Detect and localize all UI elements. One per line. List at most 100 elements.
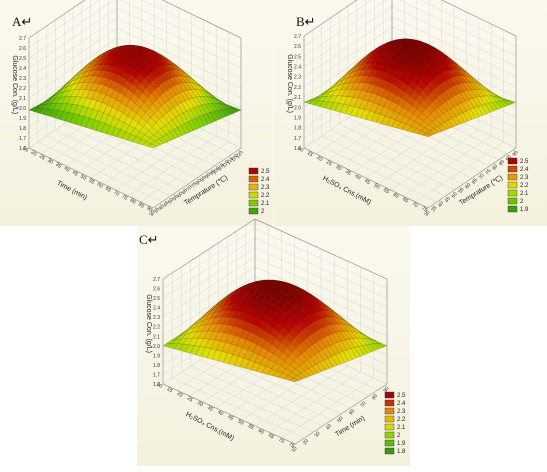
x-tick-label: 70 bbox=[277, 437, 285, 445]
y-tick-label: 30 bbox=[424, 210, 432, 218]
y-tick-label: 110 bbox=[221, 159, 231, 169]
z-tick-label: 2.6 bbox=[294, 44, 301, 50]
z-tick-label: 1.9 bbox=[294, 115, 301, 121]
y-tick-label: 85 bbox=[199, 175, 207, 183]
z-tick-label: 1.7 bbox=[153, 372, 160, 378]
y-tick-label: 70 bbox=[478, 173, 486, 181]
z-tick-label: 1.6 bbox=[294, 146, 301, 152]
z-tick-label: 2.1 bbox=[19, 96, 26, 102]
x-tick-label: 50 bbox=[373, 182, 381, 190]
legend-swatch bbox=[384, 431, 395, 439]
legend-label: 2.3 bbox=[520, 175, 529, 181]
x-tick-label: 40 bbox=[216, 409, 224, 417]
z-tick-label: 1.8 bbox=[294, 126, 301, 132]
legend-swatch bbox=[507, 157, 518, 165]
response-surface bbox=[162, 279, 388, 383]
y-tick-label: 45 bbox=[444, 196, 452, 204]
z-tick-label: 2.1 bbox=[294, 95, 301, 101]
legend-label: 1.9 bbox=[520, 207, 529, 213]
x-tick-label: 55 bbox=[382, 187, 390, 195]
z-tick-label: 2.2 bbox=[294, 85, 301, 91]
legend-swatch bbox=[507, 197, 518, 205]
y-tick-label: 45 bbox=[162, 200, 170, 208]
y-tick-label: 40 bbox=[437, 200, 445, 208]
x-tick-label: 25 bbox=[325, 159, 333, 167]
x-tick-label: 20 bbox=[30, 150, 38, 158]
legend-swatch bbox=[384, 423, 395, 431]
chart-panel-b: B↵ 1.6 1.7 1.8 1.9 2.0 2.1 2.2 2.3 2.4 2.5 2.6 2.7 G… bbox=[274, 0, 547, 226]
chart-panel-a: A↵ 1.6 1.7 1.8 1.9 2.0 2.1 2.2 2.3 2.4 2.5 2.6 2.7 G… bbox=[0, 0, 273, 226]
x-tick-label: 65 bbox=[104, 186, 112, 194]
panel-label: B↵ bbox=[296, 14, 316, 29]
y-tick-label: 40 bbox=[325, 423, 333, 431]
legend-label: 1.8 bbox=[397, 449, 406, 455]
y-tick-label: 75 bbox=[484, 168, 492, 176]
y-tick-label: 50 bbox=[167, 197, 175, 205]
z-tick-label: 2.4 bbox=[19, 66, 26, 72]
y-tick-label: 50 bbox=[337, 416, 345, 424]
z-tick-label: 1.7 bbox=[19, 136, 26, 142]
legend-swatch bbox=[248, 207, 259, 215]
x-tick-label: 75 bbox=[120, 194, 128, 202]
legend-swatch bbox=[384, 415, 395, 423]
x-tick-label: 60 bbox=[96, 182, 104, 190]
z-axis-title: Glucose Con. (g/L) bbox=[286, 54, 293, 113]
z-tick-label: 2.3 bbox=[19, 76, 26, 82]
x-tick-label: 10 bbox=[296, 146, 304, 154]
z-tick-label: 2.7 bbox=[153, 277, 160, 283]
x-tick-label: 85 bbox=[137, 202, 145, 210]
z-tick-label: 2.3 bbox=[294, 75, 301, 81]
y-tick-label: 60 bbox=[348, 408, 356, 416]
x-tick-label: 20 bbox=[315, 155, 323, 163]
z-tick-label: 2.0 bbox=[294, 105, 301, 111]
x-tick-label: 50 bbox=[237, 418, 245, 426]
x-tick-label: 40 bbox=[63, 166, 71, 174]
y-tick-label: 30 bbox=[149, 210, 157, 218]
y-tick-label: 80 bbox=[491, 163, 499, 171]
surface-plot-a: 1.6 1.7 1.8 1.9 2.0 2.1 2.2 2.3 2.4 2.5 2.6 2.7 Gluc… bbox=[11, 0, 270, 218]
x-tick-label: 25 bbox=[38, 154, 46, 162]
x-tick-label: 75 bbox=[287, 442, 295, 450]
x-tick-label: 55 bbox=[87, 178, 95, 186]
y-tick-label: 80 bbox=[371, 393, 379, 401]
z-tick-label: 2.1 bbox=[153, 334, 160, 340]
y-tick-label: 70 bbox=[360, 401, 368, 409]
y-tick-label: 55 bbox=[457, 186, 465, 194]
y-tick-label: 115 bbox=[226, 156, 236, 166]
legend-label: 2.5 bbox=[261, 169, 270, 175]
x-tick-label: 30 bbox=[46, 158, 54, 166]
y-tick-label: 120 bbox=[230, 153, 240, 163]
legend-swatch bbox=[507, 173, 518, 181]
response-surface bbox=[303, 38, 517, 137]
z-tick-label: 1.7 bbox=[294, 136, 301, 142]
color-legend: 2.5 2.4 2.3 2.2 2.1 2 1.9 1.8 bbox=[384, 391, 406, 455]
legend-swatch bbox=[248, 183, 259, 191]
y-tick-label: 20 bbox=[302, 438, 310, 446]
x-tick-label: 90 bbox=[145, 206, 153, 214]
panel-label: A↵ bbox=[12, 14, 33, 29]
y-tick-label: 50 bbox=[451, 191, 459, 199]
z-tick-label: 2.5 bbox=[153, 296, 160, 302]
surface-plot-b: 1.6 1.7 1.8 1.9 2.0 2.1 2.2 2.3 2.4 2.5 2.6 2.7 Gluc… bbox=[286, 0, 529, 218]
chart-panel-c: C↵ 1.6 1.7 1.8 1.9 2.0 2.1 2.2 2.3 2.4 2.5 2.6 2.7 G… bbox=[137, 218, 410, 466]
x-tick-label: 65 bbox=[267, 432, 275, 440]
x-tick-label: 20 bbox=[176, 391, 184, 399]
z-tick-label: 1.9 bbox=[153, 353, 160, 359]
x-tick-label: 50 bbox=[79, 174, 87, 182]
x-tick-label: 75 bbox=[420, 206, 428, 214]
response-surface bbox=[28, 44, 242, 149]
x-tick-label: 30 bbox=[334, 164, 342, 172]
legend-label: 2 bbox=[520, 199, 524, 205]
x-tick-label: 15 bbox=[21, 146, 29, 154]
legend-label: 2.2 bbox=[397, 417, 406, 423]
z-tick-label: 2.7 bbox=[294, 34, 301, 40]
legend-label: 2.3 bbox=[397, 409, 406, 415]
legend-swatch bbox=[248, 191, 259, 199]
x-tick-label: 45 bbox=[363, 178, 371, 186]
z-tick-label: 2.6 bbox=[153, 287, 160, 293]
x-tick-label: 60 bbox=[257, 428, 265, 436]
y-tick-label: 70 bbox=[186, 184, 194, 192]
z-tick-label: 2.4 bbox=[153, 306, 160, 312]
legend-swatch bbox=[384, 447, 395, 455]
y-tick-label: 75 bbox=[190, 181, 198, 189]
